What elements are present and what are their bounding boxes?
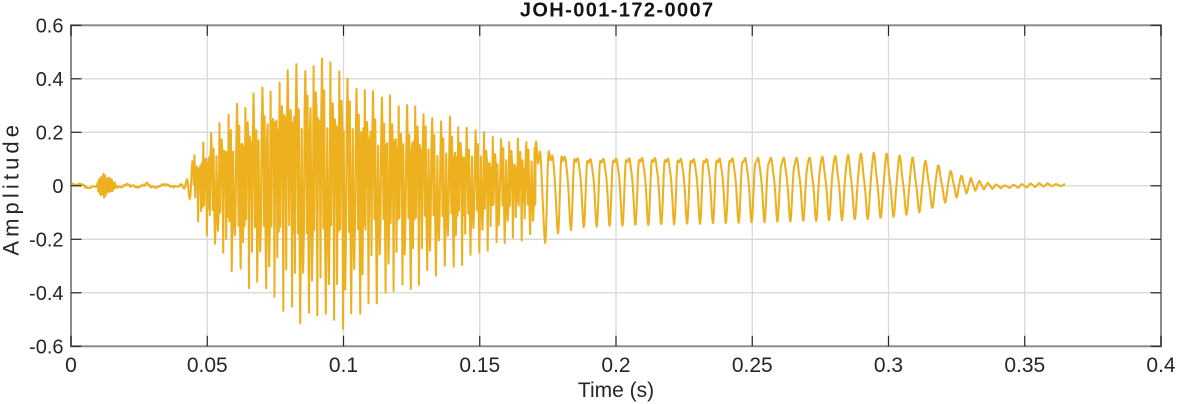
svg-text:0.15: 0.15 — [459, 354, 500, 377]
svg-text:0: 0 — [52, 176, 63, 198]
svg-text:0.3: 0.3 — [874, 354, 903, 377]
svg-text:0.2: 0.2 — [601, 354, 630, 377]
svg-text:Amplitude: Amplitude — [0, 121, 24, 256]
svg-text:Time (s): Time (s) — [578, 379, 654, 402]
svg-text:0.2: 0.2 — [36, 122, 64, 144]
svg-text:0.35: 0.35 — [1004, 354, 1045, 377]
svg-text:JOH-001-172-0007: JOH-001-172-0007 — [520, 0, 715, 21]
svg-text:0.1: 0.1 — [329, 354, 358, 377]
svg-text:0.6: 0.6 — [36, 15, 64, 37]
svg-text:0.4: 0.4 — [36, 69, 64, 91]
svg-text:0.4: 0.4 — [1146, 354, 1176, 377]
svg-text:0: 0 — [65, 354, 77, 377]
svg-text:0.25: 0.25 — [732, 354, 773, 377]
svg-text:0.05: 0.05 — [187, 354, 228, 377]
svg-text:-0.4: -0.4 — [29, 283, 63, 305]
svg-text:-0.6: -0.6 — [29, 336, 63, 358]
svg-text:-0.2: -0.2 — [29, 229, 63, 251]
